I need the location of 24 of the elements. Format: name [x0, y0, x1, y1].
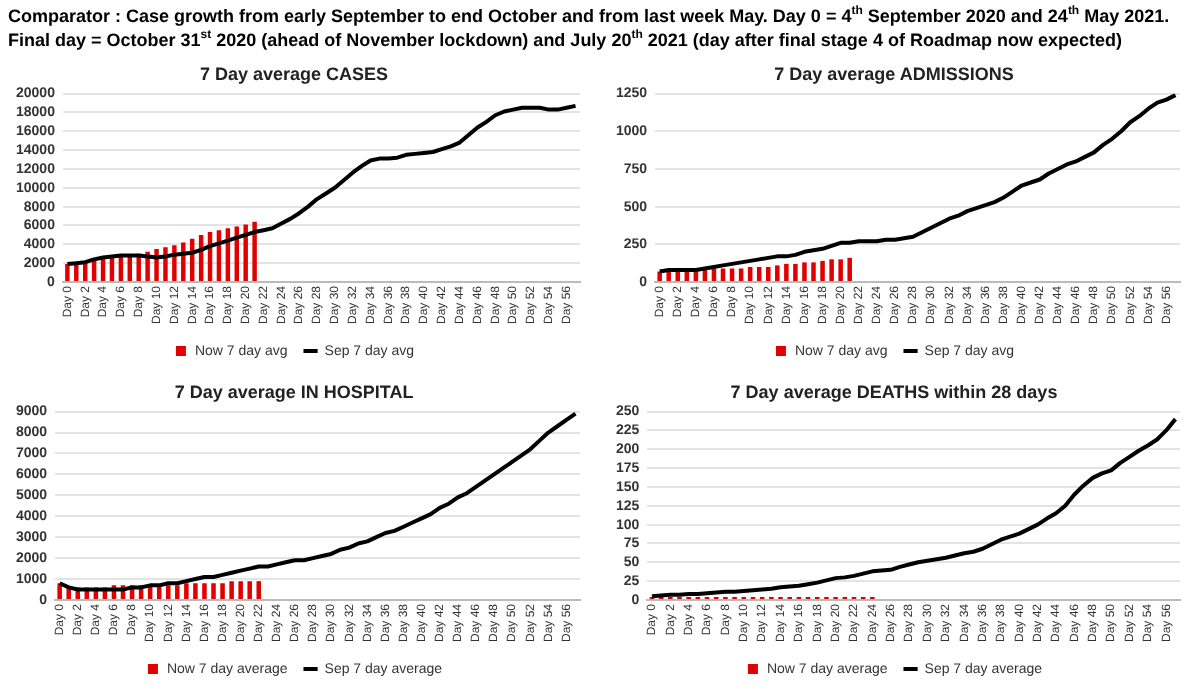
- bar: [838, 259, 843, 281]
- bar: [666, 271, 671, 281]
- bar: [729, 268, 735, 281]
- bar: [738, 268, 744, 281]
- bar: [657, 271, 662, 281]
- bar: [802, 262, 807, 281]
- bar: [720, 268, 726, 281]
- text: Comparator : Case growth from early September to end October and from last week May. Day 0 = 4$^{th}$ September 2020 and 24$^{th}$ May 2021.: [8, 4, 1172, 28]
- bar: [65, 264, 70, 281]
- bar: [847, 257, 852, 281]
- bar: [243, 224, 248, 281]
- bar: [811, 262, 816, 281]
- bar: [820, 260, 825, 281]
- bar: [775, 265, 780, 281]
- chart-title: 7 Day average IN HOSPITAL: [174, 381, 415, 402]
- bar: [252, 221, 257, 281]
- chart-title: 7 Day average DEATHS within 28 days: [730, 381, 1058, 402]
- bar: [829, 259, 834, 281]
- text: Final day = October 31$^{st}$ 2020 (ahead of November lockdown) and July 20$^{th}$ 2021 (day after final stage 4 of Roadmap now expected): [8, 28, 1124, 52]
- bar: [784, 263, 789, 281]
- bar: [793, 263, 798, 281]
- bar: [766, 266, 771, 281]
- chart-title: 7 Day average CASES: [199, 63, 389, 84]
- chart-title: 7 Day average ADMISSIONS: [774, 63, 1014, 84]
